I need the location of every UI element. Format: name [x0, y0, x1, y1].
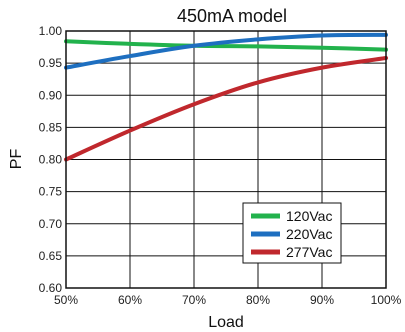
x-tick-label: 80% [246, 293, 270, 307]
x-tick-label: 50% [54, 293, 78, 307]
y-tick-label: 0.95 [39, 56, 63, 70]
x-axis-ticks: 50% 60% 70% 80% 90% 100% [54, 293, 402, 307]
chart-title: 450mA model [177, 6, 287, 26]
y-axis-label: PF [8, 149, 25, 170]
y-tick-label: 0.75 [39, 185, 63, 199]
x-tick-label: 100% [371, 293, 402, 307]
series-line-220vac [64, 32, 388, 70]
legend-label: 120Vac [286, 208, 332, 224]
y-tick-label: 0.70 [39, 217, 63, 231]
data-series [64, 32, 388, 162]
legend-label: 277Vac [286, 244, 332, 260]
legend-label: 220Vac [286, 226, 332, 242]
y-tick-label: 0.80 [39, 153, 63, 167]
x-tick-label: 60% [118, 293, 142, 307]
x-tick-label: 70% [182, 293, 206, 307]
y-tick-label: 0.90 [39, 88, 63, 102]
x-axis-label: Load [208, 314, 244, 331]
y-tick-label: 1.00 [39, 24, 63, 38]
y-axis-ticks: 0.60 0.65 0.70 0.75 0.80 0.85 0.90 0.95 1.00 [39, 24, 63, 295]
y-tick-label: 0.60 [39, 281, 63, 295]
y-tick-label: 0.65 [39, 249, 63, 263]
plot-frame [65, 30, 387, 289]
x-tick-label: 90% [310, 293, 334, 307]
y-tick-label: 0.85 [39, 120, 63, 134]
series-line-120vac [64, 39, 388, 52]
series-line-277vac [64, 55, 388, 162]
legend: 120Vac 220Vac 277Vac [242, 202, 342, 264]
